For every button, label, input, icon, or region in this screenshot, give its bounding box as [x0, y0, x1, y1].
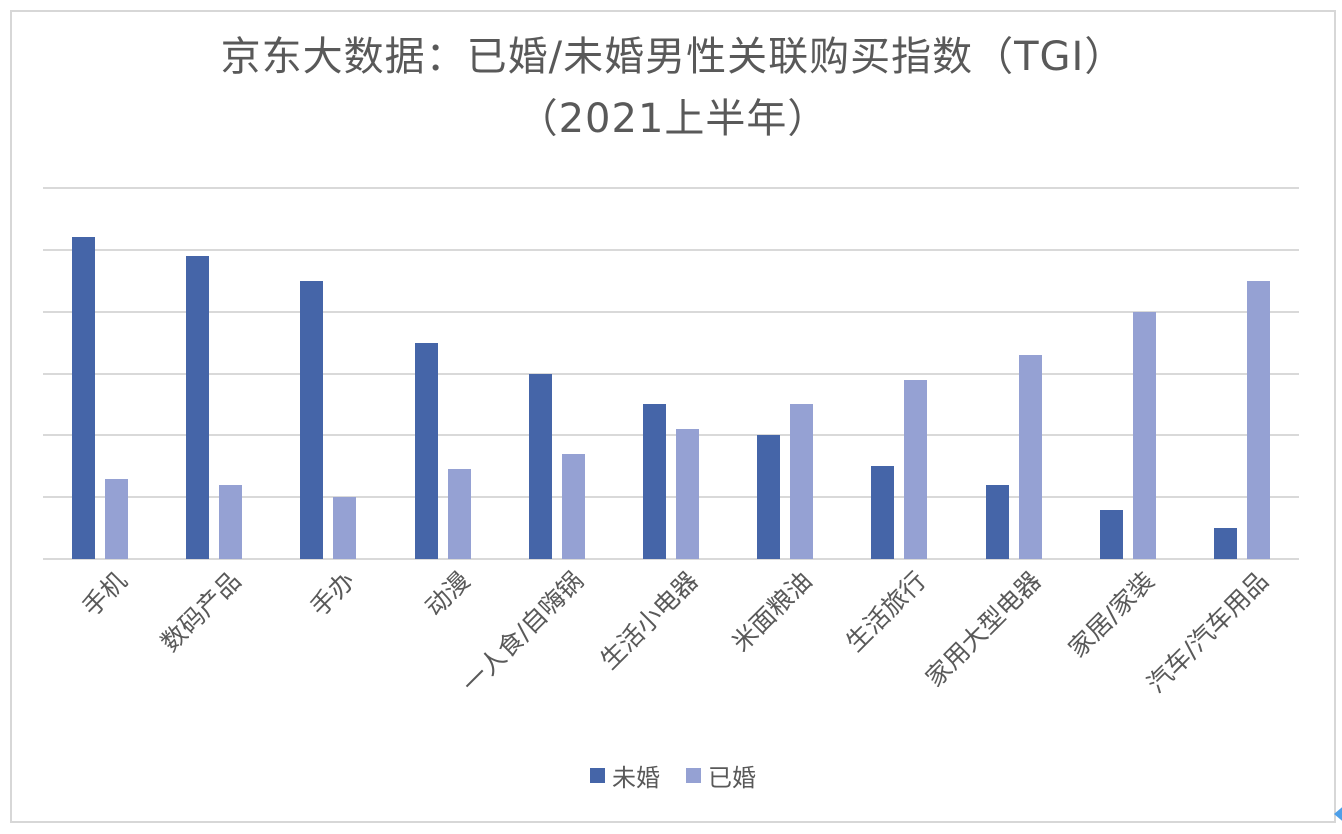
bar-group [43, 188, 157, 559]
x-axis-line [43, 558, 1299, 560]
gridline [43, 372, 1299, 375]
bar-未婚-动漫 [414, 342, 438, 559]
legend-item-unmarried: 未婚 [590, 758, 660, 793]
x-axis-label: 生活旅行 [840, 566, 932, 658]
x-axis-label: 一人食/自嗨锅 [456, 566, 590, 699]
x-axis-label: 米面粮油 [726, 566, 818, 658]
chart-title: 京东大数据：已婚/未婚男性关联购买指数（TGI） （2021上半年） [12, 26, 1334, 150]
chart-panel: 京东大数据：已婚/未婚男性关联购买指数（TGI） （2021上半年） 手机 数码产… [10, 10, 1336, 823]
bar-未婚-手办 [300, 280, 324, 559]
x-axis-label: 生活小电器 [594, 566, 704, 675]
gridline [43, 496, 1299, 499]
legend-swatch-unmarried [590, 768, 605, 783]
gridline [43, 310, 1299, 313]
gridline [43, 434, 1299, 437]
chart-title-line1: 京东大数据：已婚/未婚男性关联购买指数（TGI） [220, 34, 1126, 80]
legend-item-married: 已婚 [686, 758, 756, 793]
bar-已婚-米面粮油 [790, 404, 814, 559]
bar-已婚-家用大型电器 [1018, 354, 1042, 559]
gridline [43, 187, 1299, 189]
bar-未婚-生活旅行 [871, 466, 895, 559]
plot-area [43, 187, 1299, 560]
x-axis-label: 动漫 [419, 566, 476, 622]
bar-已婚-一人食/自嗨锅 [561, 453, 585, 559]
bar-group [957, 188, 1071, 559]
bar-group [728, 188, 842, 559]
bar-group [500, 188, 614, 559]
bar-未婚-生活小电器 [643, 404, 667, 559]
bar-未婚-汽车/汽车用品 [1213, 528, 1237, 559]
bar-未婚-家用大型电器 [985, 484, 1009, 559]
bar-group [614, 188, 728, 559]
bar-已婚-动漫 [447, 469, 471, 559]
x-axis-label: 汽车/汽车用品 [1141, 566, 1275, 699]
x-axis-label: 家居/家装 [1063, 566, 1161, 664]
bar-group [842, 188, 956, 559]
bar-已婚-手机 [105, 478, 129, 559]
bar-group [1185, 188, 1299, 559]
legend: 未婚 已婚 [12, 758, 1334, 793]
bar-group [157, 188, 271, 559]
legend-swatch-married [686, 768, 701, 783]
gridline [43, 248, 1299, 251]
x-axis-label: 手机 [76, 566, 133, 622]
bar-已婚-汽车/汽车用品 [1246, 280, 1270, 559]
scroll-left-arrow-icon[interactable] [1334, 803, 1342, 825]
x-axis-label: 数码产品 [155, 566, 247, 658]
bar-未婚-数码产品 [186, 256, 210, 559]
legend-label-married: 已婚 [708, 764, 756, 792]
chart-title-line2: （2021上半年） [517, 96, 829, 142]
x-axis-label: 手办 [305, 566, 361, 622]
bar-group [271, 188, 385, 559]
bar-已婚-手办 [333, 497, 357, 559]
bar-group [1071, 188, 1185, 559]
bar-未婚-一人食/自嗨锅 [528, 373, 552, 559]
legend-label-unmarried: 未婚 [612, 764, 660, 792]
bar-未婚-手机 [72, 237, 96, 559]
bar-已婚-生活旅行 [904, 379, 928, 559]
bar-未婚-家居/家装 [1099, 509, 1123, 559]
bar-group [386, 188, 500, 559]
bar-未婚-米面粮油 [757, 435, 781, 559]
bar-已婚-数码产品 [219, 484, 243, 559]
bar-已婚-生活小电器 [676, 429, 700, 559]
bar-已婚-家居/家装 [1132, 311, 1156, 559]
x-axis-label: 家用大型电器 [919, 566, 1047, 693]
